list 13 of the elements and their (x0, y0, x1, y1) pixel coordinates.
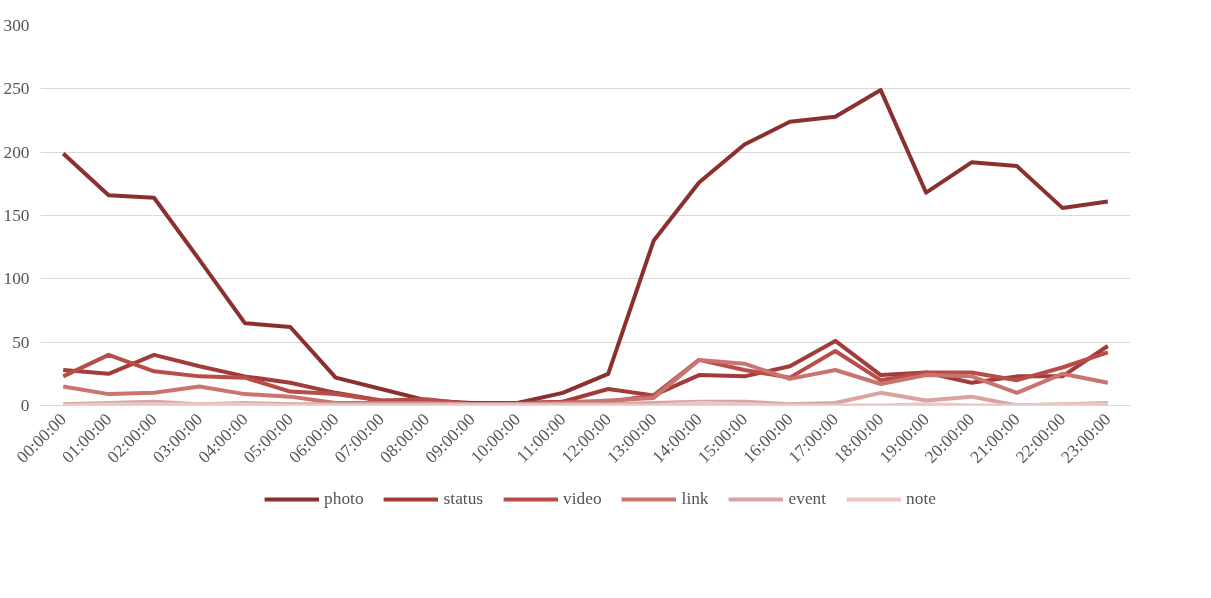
legend-label: status (443, 488, 484, 509)
y-tick-label: 300 (3, 16, 30, 35)
legend-label: video (563, 488, 602, 509)
y-tick-label: 200 (3, 142, 30, 162)
legend-label: event (788, 488, 827, 509)
y-tick-label: 250 (3, 79, 30, 99)
y-tick-label: 100 (3, 269, 30, 289)
y-tick-label: 0 (20, 396, 30, 415)
y-tick-label: 150 (3, 206, 30, 225)
y-tick-label: 50 (12, 332, 30, 352)
legend-label: photo (324, 488, 364, 509)
legend-label: note (906, 488, 936, 509)
legend-label: link (681, 488, 709, 509)
